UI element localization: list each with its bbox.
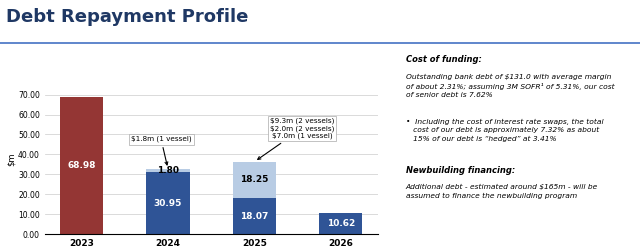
Text: Debt Repayment Profile: Debt Repayment Profile xyxy=(6,8,249,26)
Bar xyxy=(319,213,362,234)
Text: 10.62: 10.62 xyxy=(327,219,355,228)
Bar xyxy=(147,172,189,234)
Bar xyxy=(233,198,276,234)
Text: Additional debt - estimated around $165m - will be
assumed to finance the newbui: Additional debt - estimated around $165m… xyxy=(406,184,598,199)
Text: Newbuilding financing:: Newbuilding financing: xyxy=(406,166,515,175)
Bar xyxy=(233,162,276,198)
Text: 68.98: 68.98 xyxy=(67,161,96,170)
Bar xyxy=(60,97,103,234)
Text: $9.3m (2 vessels)
$2.0m (2 vessels)
$7.0m (1 vessel): $9.3m (2 vessels) $2.0m (2 vessels) $7.0… xyxy=(258,118,334,159)
Text: Cost of funding:: Cost of funding: xyxy=(406,55,481,64)
Text: 30.95: 30.95 xyxy=(154,199,182,208)
Y-axis label: $m: $m xyxy=(6,153,15,166)
Text: Debt Repayment Profile of Existing Debt: Debt Repayment Profile of Existing Debt xyxy=(79,59,318,68)
Text: 1.80: 1.80 xyxy=(157,166,179,175)
Text: •  Including the cost of interest rate swaps, the total
   cost of our debt is a: • Including the cost of interest rate sw… xyxy=(406,119,603,142)
Text: Outstanding bank debt of $131.0 with average margin
of about 2.31%; assuming 3M : Outstanding bank debt of $131.0 with ave… xyxy=(406,74,614,98)
Text: $1.8m (1 vessel): $1.8m (1 vessel) xyxy=(131,136,191,165)
Text: 18.25: 18.25 xyxy=(240,175,269,185)
Bar xyxy=(147,169,189,172)
Text: 18.07: 18.07 xyxy=(240,212,269,221)
